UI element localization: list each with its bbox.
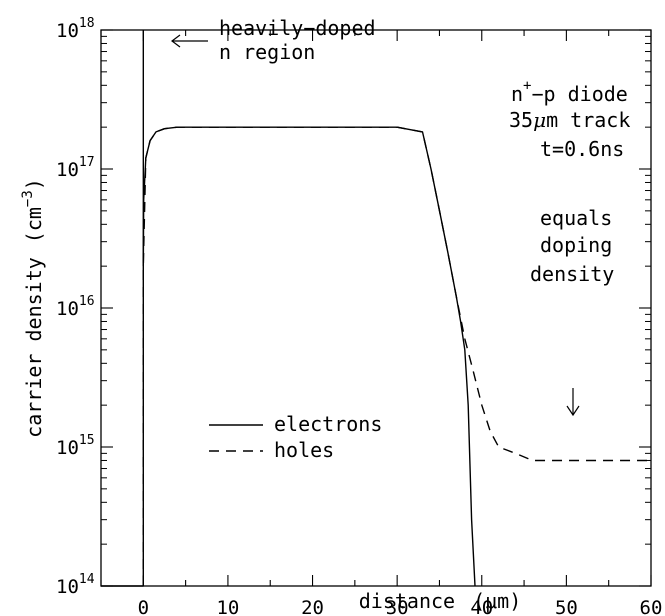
y-axis-unit-exp: −3 (20, 190, 36, 207)
x-tick-label: 30 (386, 597, 409, 616)
x-tick-label: 10 (216, 597, 239, 616)
legend: electrons holes (209, 412, 382, 462)
x-tick-labels: 0 10 20 30 40 50 60 (138, 597, 663, 616)
annotation-n-region-line1: heavily−doped (219, 16, 376, 40)
y-tick-label: 1017 (56, 155, 95, 181)
legend-holes-label: holes (274, 438, 334, 462)
data-series (101, 30, 651, 587)
diode-prefix: n (511, 82, 523, 106)
x-tick-label: 60 (640, 597, 663, 616)
legend-electrons-label: electrons (274, 412, 382, 436)
diode-superscript: + (523, 78, 531, 94)
y-tick-label: 1018 (56, 16, 95, 42)
diode-rest: −p diode (531, 82, 627, 106)
x-tick-label: 0 (138, 597, 149, 616)
annotation-equals-line2: doping (540, 233, 612, 257)
y-axis-unit: (cm (22, 207, 46, 243)
track-mu: μ (533, 108, 546, 132)
track-rest: m track (546, 108, 630, 132)
annotation-n-region-line2: n region (219, 40, 315, 64)
annotation-time: t=0.6ns (540, 137, 624, 161)
x-tick-label: 20 (301, 597, 324, 616)
annotation-track: 35μm track (509, 108, 630, 132)
series-line-holes (142, 126, 651, 586)
y-tick-label: 1015 (56, 433, 95, 459)
y-tick-label: 1016 (56, 294, 95, 320)
track-number: 35 (509, 108, 533, 132)
n-region-arrow-head (171, 34, 181, 48)
annotation-equals-line1: equals (540, 206, 612, 230)
x-tick-label: 40 (470, 597, 493, 616)
series-line-electrons (101, 126, 476, 587)
x-axis-unit: (μm) (473, 589, 521, 613)
y-axis-title: carrier density (cm−3) (20, 178, 46, 438)
x-tick-label: 50 (555, 597, 578, 616)
annotation-diode: n+−p diode (511, 78, 628, 106)
annotation-equals-line3: density (530, 262, 614, 286)
x-axis-title: distance (μm) (359, 589, 522, 613)
y-axis-unit-close: ) (22, 178, 46, 190)
y-tick-labels: 1014 1015 1016 1017 1018 (56, 16, 95, 598)
y-tick-label: 1014 (56, 572, 95, 598)
doping-arrow-head (566, 405, 580, 417)
x-axis-label: distance (359, 589, 455, 613)
y-axis-label: carrier density (22, 257, 46, 438)
